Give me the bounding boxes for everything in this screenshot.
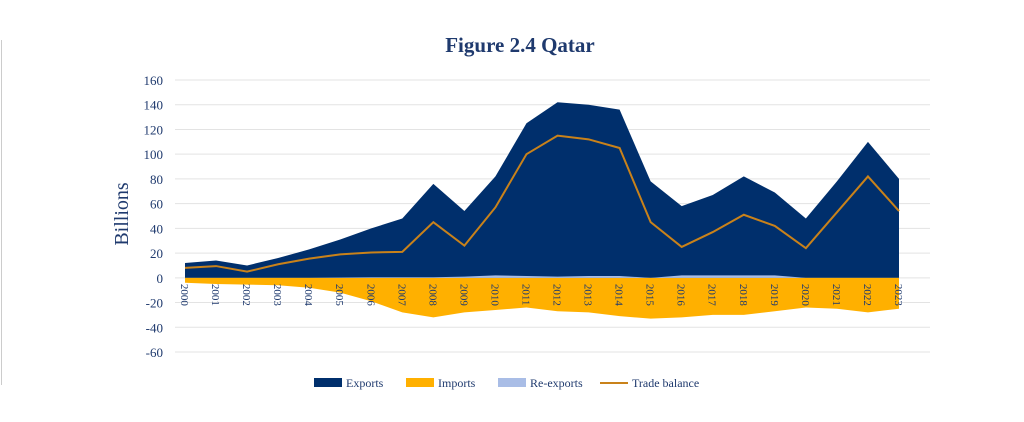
y-tick-label: 120: [144, 122, 164, 137]
x-tick-label: 2004: [302, 284, 314, 307]
x-tick-label: 2011: [519, 284, 531, 306]
legend-swatch: [498, 378, 526, 387]
y-tick-label: 160: [144, 73, 164, 88]
x-tick-label: 2008: [426, 284, 438, 307]
x-tick-label: 2000: [178, 284, 190, 307]
x-tick-label: 2022: [861, 284, 873, 306]
legend-item: Exports: [314, 376, 384, 390]
x-tick-label: 2015: [644, 284, 656, 307]
legend-label: Re-exports: [530, 376, 583, 390]
x-tick-label: 2007: [395, 284, 407, 307]
area-re-exports: [185, 275, 899, 278]
x-tick-label: 2019: [768, 284, 780, 307]
x-tick-label: 2002: [240, 284, 252, 306]
legend-item: Imports: [406, 376, 476, 390]
legend-swatch: [314, 378, 342, 387]
area-imports: [185, 277, 899, 319]
y-tick-label: 40: [150, 221, 163, 236]
y-tick-label: 20: [150, 246, 163, 261]
y-tick-label: 0: [157, 271, 164, 286]
x-tick-label: 2005: [333, 284, 345, 307]
y-tick-label: 100: [144, 147, 164, 162]
legend-label: Exports: [346, 376, 384, 390]
area-exports: [185, 102, 899, 278]
legend-item: Trade balance: [600, 376, 699, 390]
x-tick-label: 2016: [675, 284, 687, 307]
x-tick-label: 2003: [271, 284, 283, 307]
x-tick-label: 2012: [551, 284, 563, 306]
y-tick-label: -40: [146, 320, 163, 335]
y-tick-label: -60: [146, 345, 163, 360]
line-trade-balance: [184, 134, 900, 273]
x-tick-label: 2014: [613, 284, 625, 307]
x-tick-label: 2001: [209, 284, 221, 306]
x-tick-label: 2018: [737, 284, 749, 307]
x-tick-label: 2010: [488, 284, 500, 307]
y-tick-label: 60: [150, 197, 163, 212]
legend-label: Imports: [438, 376, 476, 390]
legend-item: Re-exports: [498, 376, 583, 390]
x-tick-label: 2023: [892, 284, 904, 307]
y-tick-label: -20: [146, 296, 163, 311]
legend-swatch: [406, 378, 434, 387]
chart-title: Figure 2.4 Qatar: [445, 33, 595, 57]
legend-label: Trade balance: [632, 376, 699, 390]
x-tick-label: 2021: [830, 284, 842, 306]
y-axis-label: Billions: [111, 182, 133, 246]
x-tick-label: 2013: [582, 284, 594, 307]
x-tick-label: 2017: [706, 284, 718, 307]
x-tick-label: 2006: [364, 284, 376, 307]
y-tick-label: 80: [150, 172, 163, 187]
x-tick-label: 2009: [457, 284, 469, 307]
x-tick-label: 2020: [799, 284, 811, 307]
left-border: [1, 40, 2, 385]
y-tick-label: 140: [144, 98, 164, 113]
